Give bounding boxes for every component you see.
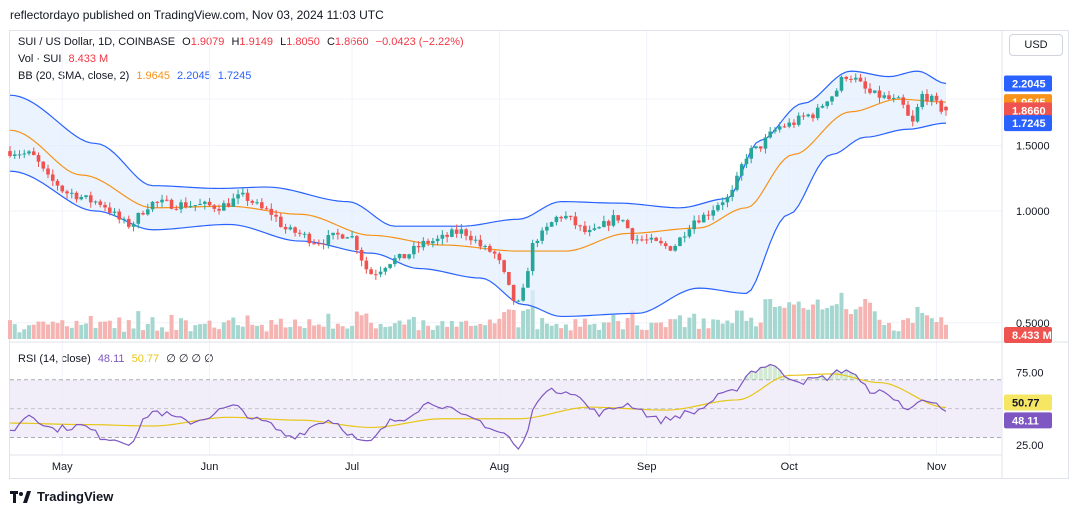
high-value: 1.9149	[239, 36, 274, 48]
symbol-name: SUI / US Dollar, 1D, COINBASE	[18, 36, 176, 48]
bb-upper-value: 2.2045	[177, 70, 211, 82]
bb-label: BB (20, SMA, close, 2)	[18, 70, 130, 82]
rsi-label: RSI (14, close)	[18, 353, 91, 365]
low-label: L	[280, 36, 287, 48]
low-value: 1.8050	[286, 36, 320, 48]
open-label: O	[182, 36, 191, 48]
tradingview-logo[interactable]: TradingView	[10, 489, 113, 504]
publisher-line: reflectordayo published on TradingView.c…	[10, 8, 384, 22]
rsi-value: 48.11	[97, 353, 125, 365]
symbol-legend: SUI / US Dollar, 1D, COINBASE O1.9079 H1…	[18, 36, 468, 48]
tradingview-brand: TradingView	[37, 489, 114, 504]
change-value: −0.0423 (−2.22%)	[375, 36, 464, 48]
close-label: C	[326, 36, 335, 48]
rsi-extra: ∅ ∅ ∅ ∅	[166, 353, 214, 365]
volume-label: Vol · SUI	[18, 53, 62, 65]
rsi-ma-value: 50.77	[131, 353, 160, 365]
close-value: 1.8660	[334, 36, 369, 48]
rsi-legend: RSI (14, close) 48.11 50.77 ∅ ∅ ∅ ∅	[18, 352, 218, 365]
tradingview-logo-icon	[10, 490, 31, 503]
high-label: H	[231, 36, 240, 48]
bb-basis-value: 1.9645	[136, 70, 170, 82]
currency-button[interactable]: USD	[1009, 34, 1063, 56]
bb-lower-value: 1.7245	[217, 70, 252, 82]
chart-frame	[9, 30, 1069, 479]
open-value: 1.9079	[190, 36, 225, 48]
volume-value: 8.433 M	[68, 53, 109, 65]
volume-legend: Vol · SUI 8.433 M	[18, 53, 112, 65]
bb-legend: BB (20, SMA, close, 2) 1.9645 2.2045 1.7…	[18, 70, 255, 82]
